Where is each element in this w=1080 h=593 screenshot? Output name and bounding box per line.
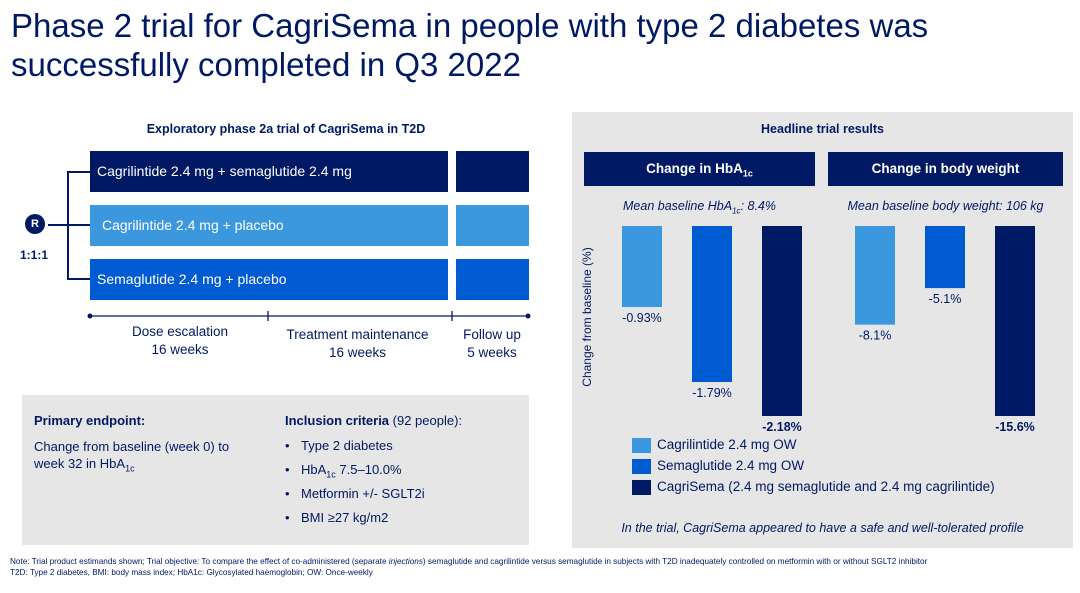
- phase-treatment-maintenance: Treatment maintenance 16 weeks: [286, 327, 429, 360]
- page-title: Phase 2 trial for CagriSema in people wi…: [11, 7, 929, 83]
- arm-cagrilintide-followup: [456, 205, 529, 246]
- bar: [925, 226, 965, 289]
- hba1c-header: Change in HbA1c: [584, 152, 815, 186]
- bar: [995, 226, 1035, 416]
- list-item: • Type 2 diabetes: [285, 438, 393, 453]
- bar-value-label: -8.1%: [859, 329, 892, 343]
- primary-endpoint-title: Primary endpoint:: [34, 413, 146, 428]
- legend-item: Semaglutide 2.4 mg OW: [632, 456, 995, 477]
- bar: [622, 226, 662, 308]
- list-item: • HbA1c 7.5–10.0%: [285, 462, 402, 480]
- list-item: • Metformin +/- SGLT2i: [285, 486, 425, 501]
- arm-label: Semaglutide 2.4 mg + placebo: [97, 271, 287, 287]
- legend-swatch: [632, 458, 651, 474]
- legend-item: CagriSema (2.4 mg semaglutide and 2.4 mg…: [632, 477, 995, 498]
- weight-bar-chart: -8.1% -5.1% -15.6%: [855, 226, 1035, 432]
- results-heading: Headline trial results: [761, 122, 884, 136]
- bar: [692, 226, 732, 383]
- safety-note: In the trial, CagriSema appeared to have…: [621, 521, 1024, 535]
- bar-value-label: -2.18%: [762, 420, 802, 432]
- phase-dose-escalation: Dose escalation 16 weeks: [131, 324, 229, 357]
- footnote: Note: Trial product estimands shown; Tri…: [10, 557, 928, 577]
- arm-label: Cagrilintide 2.4 mg + semaglutide 2.4 mg: [97, 163, 352, 179]
- connector-arm-2: [48, 224, 90, 226]
- legend-swatch: [632, 437, 651, 453]
- arm-cagrilintide: Cagrilintide 2.4 mg + placebo: [90, 205, 448, 246]
- weight-baseline: Mean baseline body weight: 106 kg: [847, 199, 1044, 213]
- randomization-icon: R: [25, 214, 45, 234]
- bar-value-label: -0.93%: [622, 311, 662, 325]
- bar: [762, 226, 802, 416]
- list-item: • BMI ≥27 kg/m2: [285, 510, 389, 525]
- inclusion-title: Inclusion criteria (92 people):: [285, 413, 463, 428]
- allocation-ratio: 1:1:1: [20, 248, 49, 262]
- bar-value-label: -1.79%: [692, 386, 732, 400]
- connector-arm-3: [67, 278, 90, 280]
- hba1c-bar-chart: -0.93% -1.79% -2.18%: [622, 226, 802, 432]
- connector-arm-1: [67, 171, 90, 173]
- legend-item: Cagrilintide 2.4 mg OW: [632, 435, 995, 456]
- inclusion-list: • Type 2 diabetes • HbA1c 7.5–10.0% • Metfo…: [285, 437, 515, 533]
- primary-endpoint-text: Change from baseline (week 0) to week 32…: [34, 439, 230, 474]
- y-axis-label: Change from baseline (%): [580, 247, 594, 387]
- bar-value-label: -5.1%: [929, 292, 962, 306]
- bar-value-label: -15.6%: [995, 420, 1035, 432]
- chart-legend: Cagrilintide 2.4 mg OW Semaglutide 2.4 m…: [632, 435, 995, 498]
- timeline-axis: [87, 311, 531, 321]
- arm-cagrisema: Cagrilintide 2.4 mg + semaglutide 2.4 mg: [90, 151, 448, 192]
- hba1c-baseline: Mean baseline HbA1c: 8.4%: [623, 199, 776, 216]
- arm-semaglutide-followup: [456, 259, 529, 300]
- bar: [855, 226, 895, 325]
- phase-follow-up: Follow up 5 weeks: [463, 327, 521, 360]
- arm-cagrisema-followup: [456, 151, 529, 192]
- endpoint-box: [22, 395, 529, 545]
- legend-swatch: [632, 479, 651, 495]
- arm-semaglutide: Semaglutide 2.4 mg + placebo: [90, 259, 448, 300]
- design-heading: Exploratory phase 2a trial of CagriSema …: [146, 122, 426, 136]
- arm-label: Cagrilintide 2.4 mg + placebo: [102, 217, 284, 233]
- weight-header: Change in body weight: [828, 152, 1063, 186]
